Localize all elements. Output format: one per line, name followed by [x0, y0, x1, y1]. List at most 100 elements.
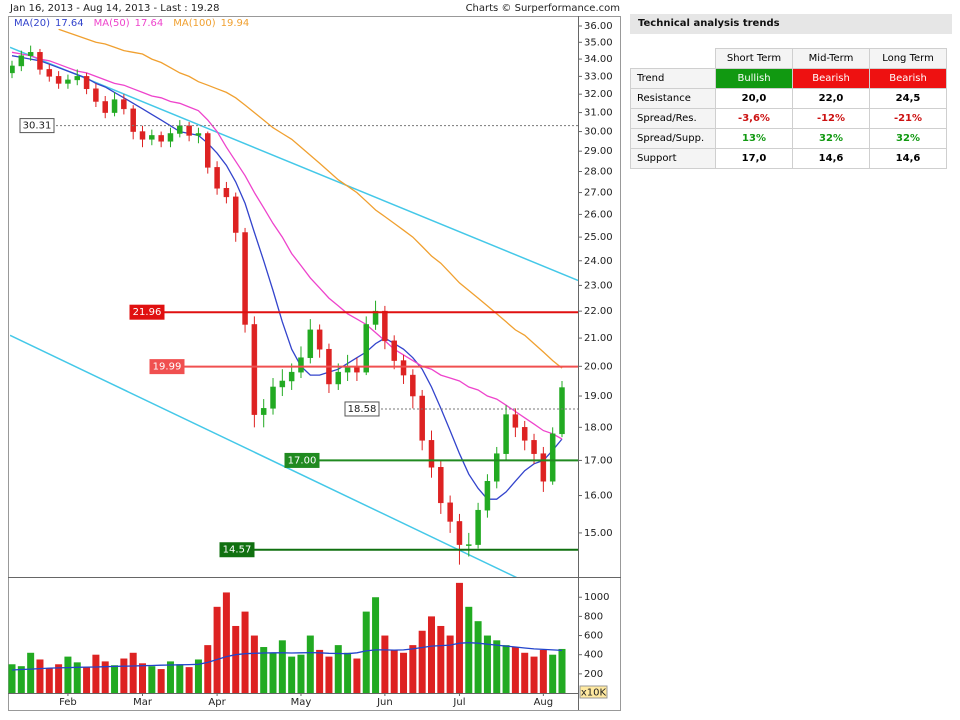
volume-bar	[530, 656, 538, 693]
candle-body	[400, 360, 407, 376]
cell: 14,6	[792, 148, 870, 169]
candle-body	[540, 453, 547, 482]
volume-bar	[73, 662, 81, 693]
volume-bar	[92, 654, 100, 693]
y-tick-label: 22.00	[584, 306, 613, 317]
candle-body	[27, 52, 34, 56]
volume-bar	[260, 647, 268, 693]
volume-bar	[213, 606, 221, 693]
volume-bar	[297, 654, 305, 693]
volume-bar	[539, 649, 547, 693]
volume-bar	[8, 664, 16, 693]
y-tick-label: 32.00	[584, 89, 613, 100]
volume-bar	[194, 659, 202, 693]
legend-label: MA(20)	[14, 18, 50, 29]
volume-bar	[400, 652, 408, 693]
volume-bar	[334, 645, 342, 693]
volume-bar	[325, 656, 333, 693]
row-label: Trend	[630, 68, 716, 89]
volume-bar	[83, 667, 91, 693]
level-label-box	[219, 542, 255, 558]
candle-body	[447, 502, 453, 522]
volume-bar	[390, 649, 398, 693]
table-row: Trend Bullish Bearish Bearish	[630, 68, 947, 89]
row-label: Resistance	[630, 88, 716, 109]
cell: Bearish	[792, 68, 870, 89]
volume-unit: x10K	[581, 688, 607, 699]
volume-bar	[521, 652, 529, 693]
volume-bar	[427, 616, 435, 693]
volume-bar	[120, 658, 128, 693]
volume-bar	[511, 647, 519, 693]
volume-bar	[250, 635, 258, 693]
y-tick-label: 17.00	[584, 455, 613, 466]
legend-box	[10, 17, 280, 29]
price-panel: 30.31 21.96 19.99 18.58 17.00 14.57	[10, 28, 578, 577]
candle-body	[83, 76, 90, 90]
source: Charts © Surperformance.com	[466, 3, 620, 14]
candle-body	[93, 88, 99, 102]
candle-body	[475, 509, 481, 545]
x-tick-label: Jul	[452, 697, 465, 708]
frame	[8, 16, 621, 711]
candle-body	[242, 232, 248, 325]
level-label: 14.57	[223, 545, 252, 556]
volume-bar	[241, 611, 249, 693]
x-tick-label: Mar	[133, 697, 153, 708]
candle-body	[419, 395, 425, 441]
volume-tick-label: 1000	[584, 592, 609, 603]
row-label: Spread/Res.	[630, 108, 716, 129]
volume-bar	[465, 606, 473, 693]
level-label: 19.99	[153, 362, 182, 373]
table-row: Spread/Supp. 13% 32% 32%	[630, 128, 947, 149]
level-label: 18.58	[348, 404, 377, 415]
volume-bar	[185, 667, 193, 693]
y-tick-label: 25.00	[584, 232, 613, 243]
y-tick-label: 18.00	[584, 422, 613, 433]
candle-body	[372, 310, 379, 325]
candle-body	[456, 521, 463, 545]
volume-bar	[111, 665, 119, 693]
candle-body	[559, 387, 565, 435]
legend-value: 17.64	[55, 18, 84, 29]
cell: -12%	[792, 108, 870, 129]
legend-label: MA(100)	[173, 18, 215, 29]
candle-body	[65, 79, 71, 84]
cell: Bearish	[869, 68, 947, 89]
trend-line	[10, 334, 518, 577]
unit-box	[579, 685, 608, 699]
volume-bar	[17, 666, 25, 693]
candle-body	[18, 55, 25, 67]
candle-body	[298, 357, 304, 373]
volume-bar	[64, 656, 72, 693]
candle-body	[531, 440, 537, 454]
volume-bar	[139, 663, 147, 693]
cell: 32%	[869, 128, 947, 149]
candle-body	[167, 133, 174, 142]
candle-body	[214, 167, 220, 189]
chart: Jan 16, 2013 - Aug 14, 2013 - Last : 19.…	[8, 3, 621, 711]
volume-tick-label: 200	[584, 669, 603, 680]
candle-body	[335, 371, 342, 385]
candle-body	[521, 427, 528, 441]
candle-body	[410, 374, 416, 397]
y-tick-label: 31.00	[584, 108, 613, 119]
volume-bar	[166, 661, 174, 693]
y-tick-label: 19.00	[584, 391, 613, 402]
row-label: Spread/Supp.	[630, 128, 716, 149]
chart-title: Jan 16, 2013 - Aug 14, 2013 - Last : 19.…	[9, 3, 219, 14]
candle-body	[288, 371, 295, 382]
x-tick-label: Aug	[534, 697, 554, 708]
candle-body	[186, 125, 192, 136]
y-tick-label: 34.00	[584, 54, 613, 65]
trend-panel: Technical analysis trends Short Term Mid-…	[630, 14, 952, 169]
x-tick-label: May	[291, 697, 312, 708]
y-tick-label: 28.00	[584, 167, 613, 178]
candle-body	[503, 414, 509, 454]
cell: 13%	[715, 128, 793, 149]
table-row: Spread/Res. -3,6% -12% -21%	[630, 108, 947, 129]
volume-average	[11, 642, 563, 671]
volume-bar	[437, 625, 445, 693]
candle-body	[158, 135, 164, 142]
legend-value: 17.64	[135, 18, 164, 29]
